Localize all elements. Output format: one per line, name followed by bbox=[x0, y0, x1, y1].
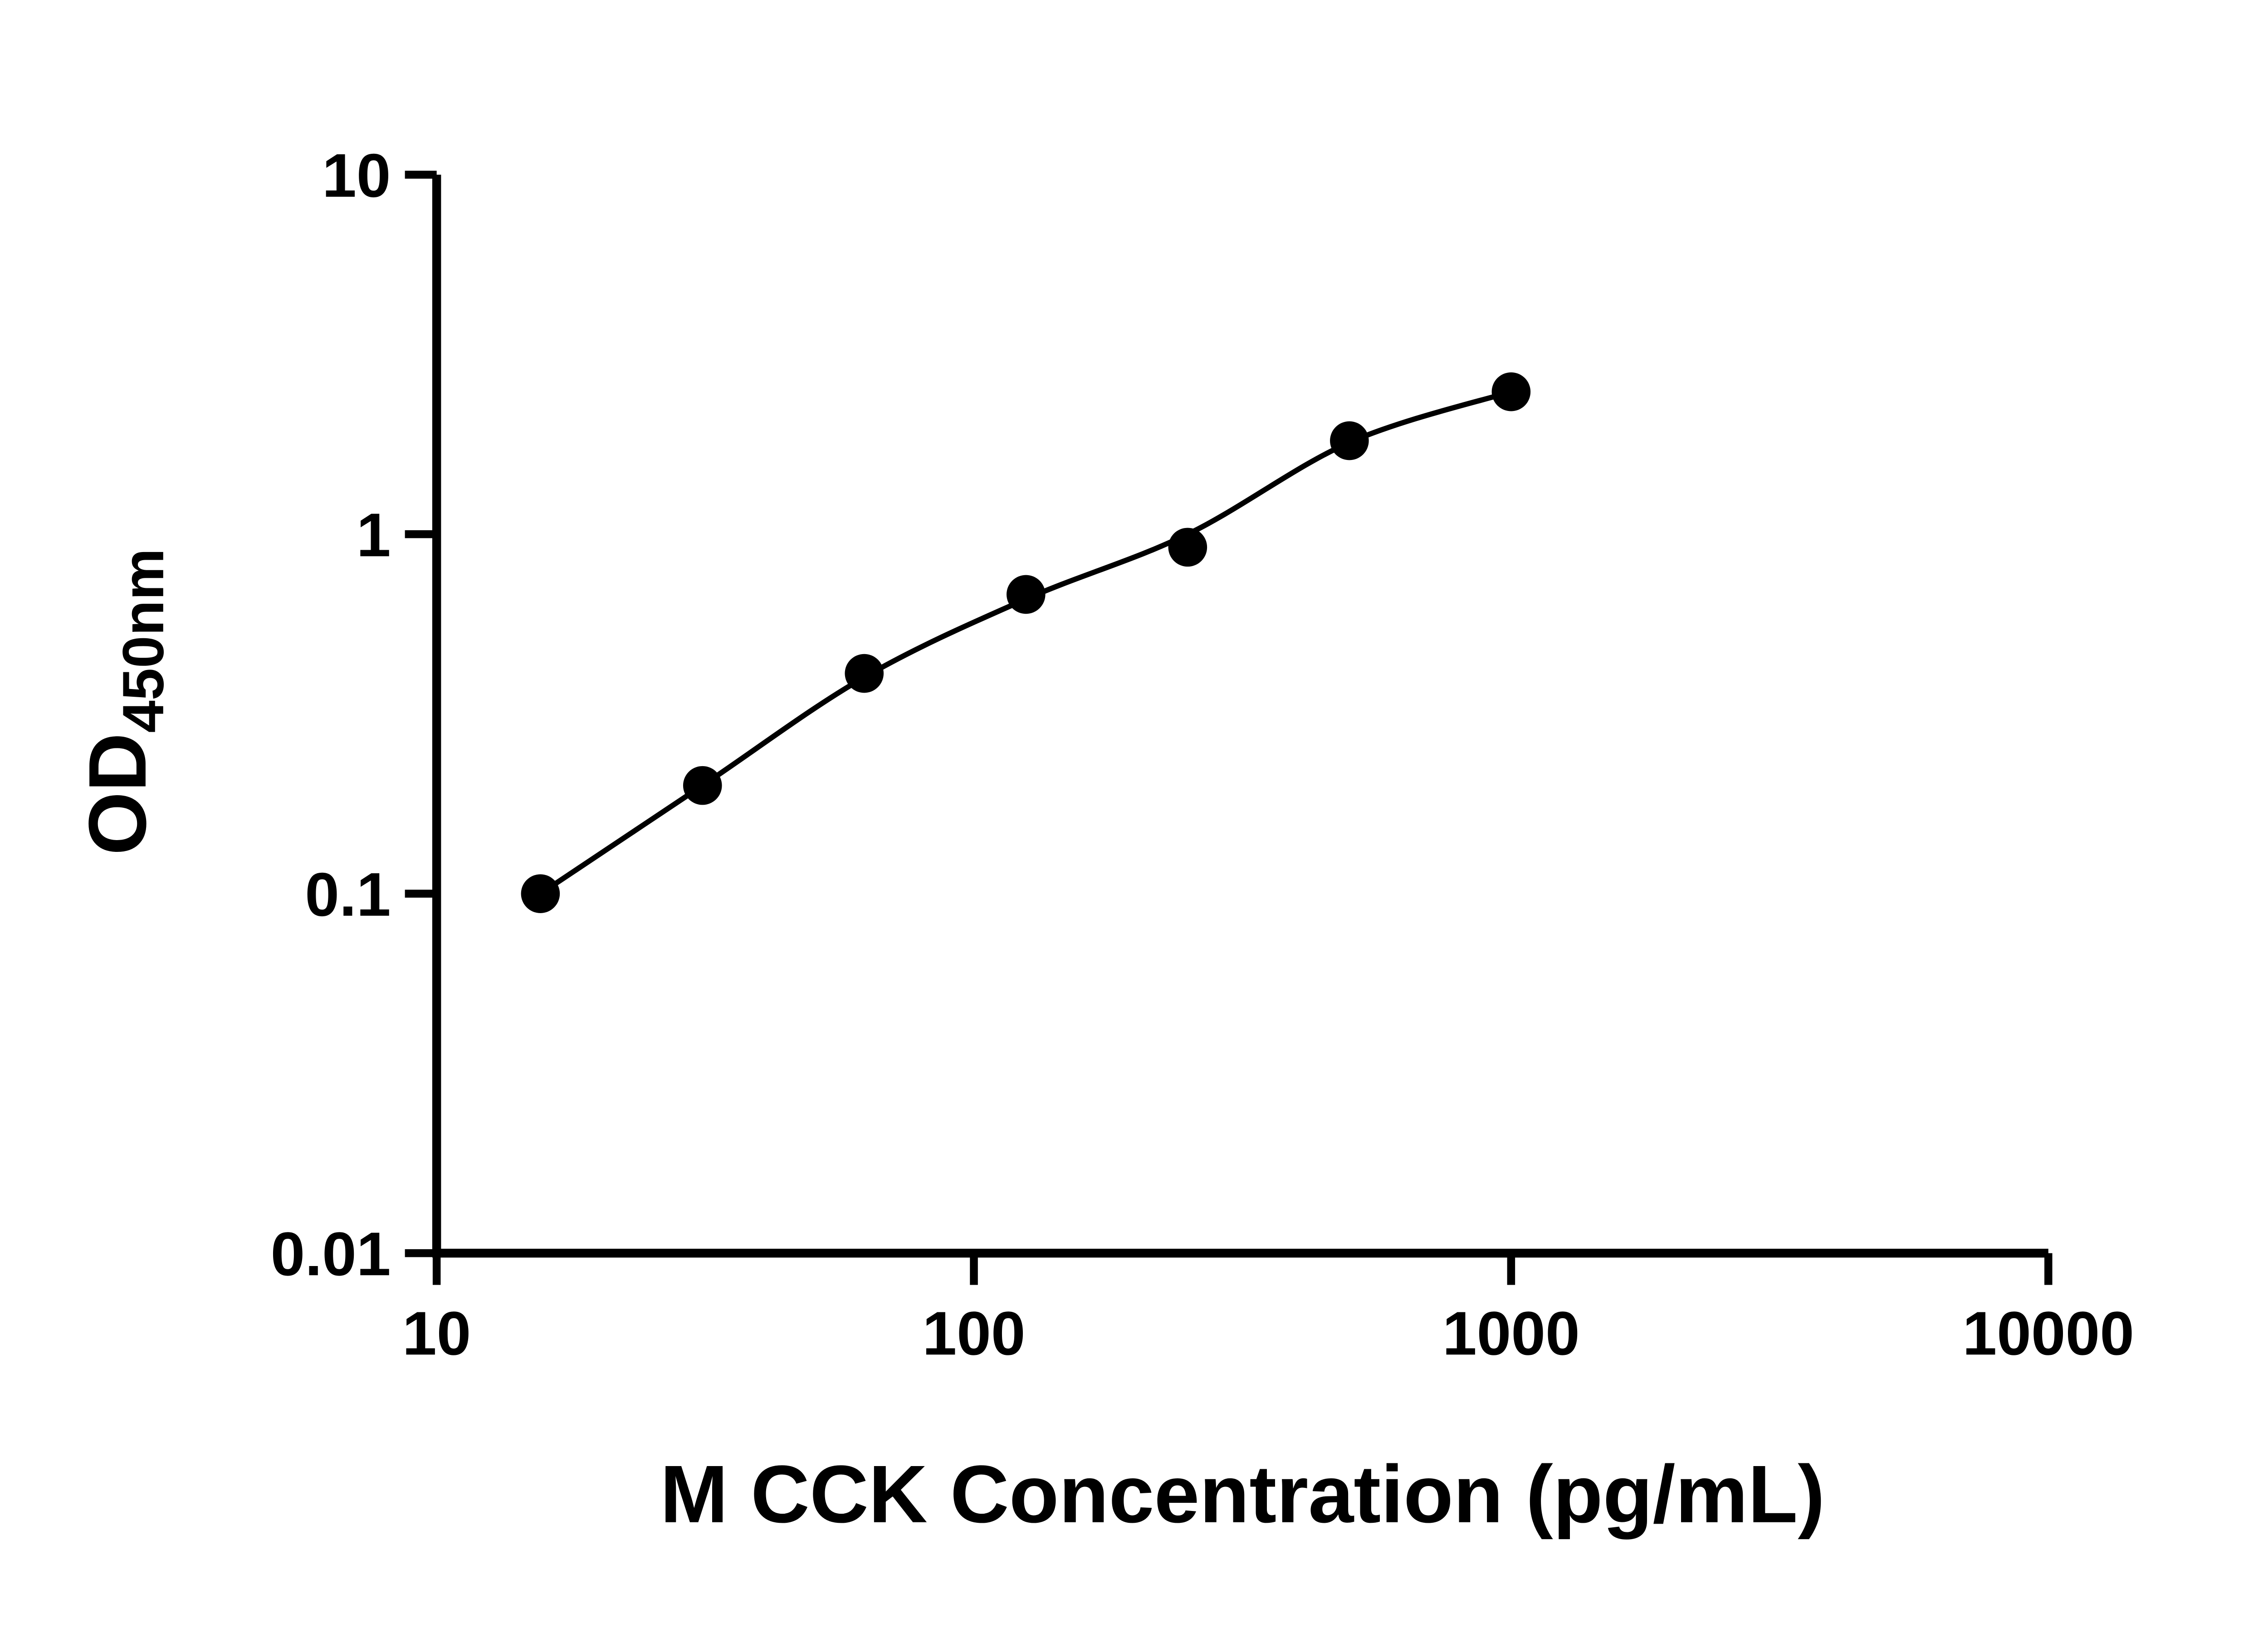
data-point bbox=[1491, 372, 1531, 411]
data-point bbox=[845, 654, 884, 693]
data-point bbox=[1168, 528, 1207, 567]
y-tick-label: 0.1 bbox=[305, 860, 391, 929]
y-axis-ticks: 0.01 0.1 1 10 bbox=[271, 141, 437, 1288]
x-tick-label: 10000 bbox=[1962, 1299, 2134, 1368]
axis-frame bbox=[432, 175, 2048, 1258]
y-tick-label: 0.01 bbox=[271, 1219, 391, 1288]
data-point bbox=[521, 874, 560, 913]
x-axis-ticks: 10 100 1000 10000 bbox=[402, 1253, 2134, 1368]
data-point bbox=[683, 766, 722, 805]
series-m-cck-standard-curve bbox=[521, 372, 1531, 913]
y-tick-label: 1 bbox=[357, 500, 391, 569]
y-axis-title: OD450nm bbox=[72, 548, 176, 855]
data-point bbox=[1330, 421, 1369, 460]
x-tick-label: 1000 bbox=[1442, 1299, 1580, 1368]
x-tick-label: 10 bbox=[402, 1299, 471, 1368]
data-point bbox=[1007, 575, 1046, 614]
x-tick-label: 100 bbox=[922, 1299, 1025, 1368]
y-tick-label: 10 bbox=[322, 141, 391, 210]
trend-line bbox=[538, 389, 1514, 897]
x-axis-title: M CCK Concentration (pg/mL) bbox=[660, 1449, 1825, 1540]
